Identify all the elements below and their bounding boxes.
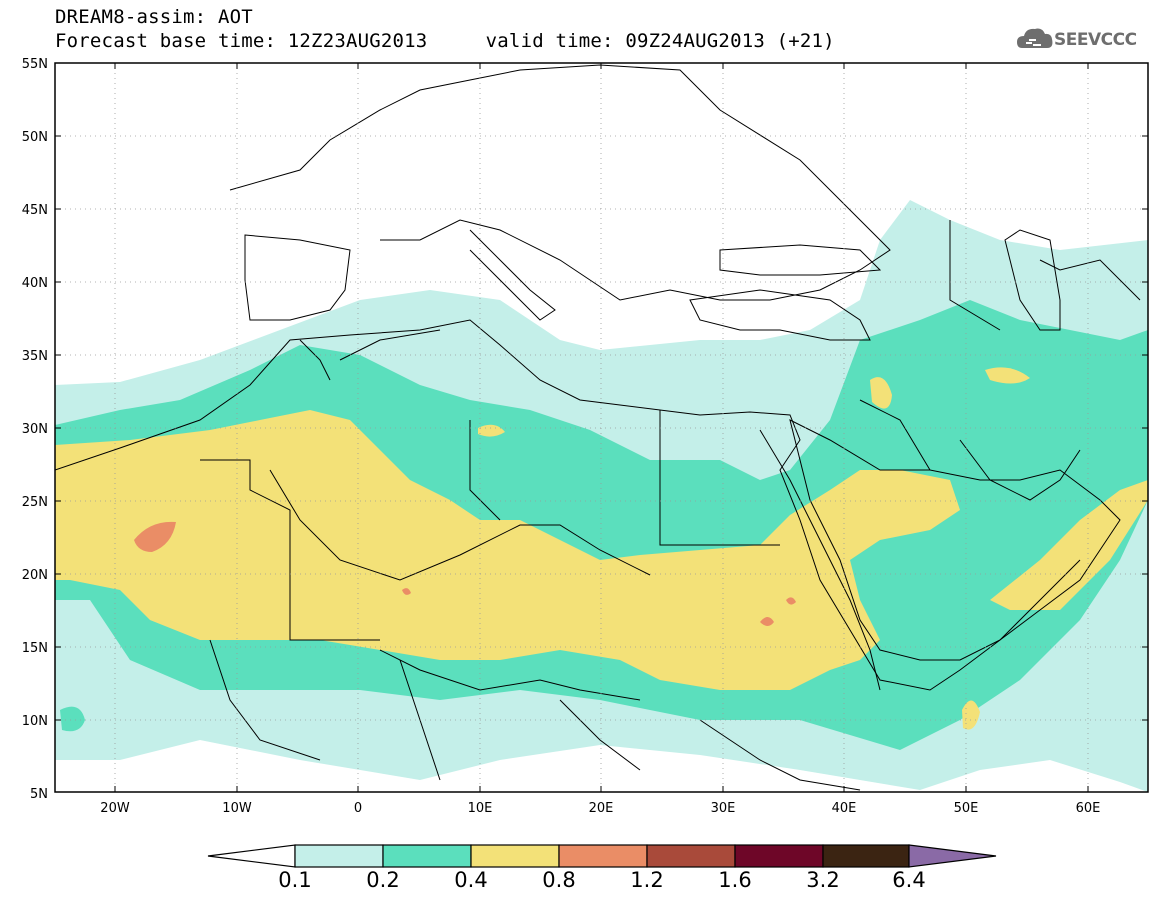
- lon-label: 10W: [222, 801, 252, 816]
- iberia-coast: [244, 234, 351, 321]
- lon-label: 0: [354, 801, 362, 816]
- colorbar-label: 0.4: [454, 868, 488, 892]
- border-4: [299, 329, 441, 381]
- lat-label: 15N: [22, 641, 48, 656]
- lat-label: 45N: [22, 203, 48, 218]
- aot-band-03e: [478, 424, 505, 437]
- aot-band-03b: [990, 480, 1148, 610]
- lon-label: 10E: [468, 801, 493, 816]
- colorbar-label: 0.2: [366, 868, 400, 892]
- colorbar-label: 0.1: [278, 868, 312, 892]
- italy-coast: [469, 229, 556, 321]
- lat-label: 55N: [22, 57, 48, 72]
- aot-band-03c: [870, 377, 892, 409]
- border-9: [559, 699, 861, 791]
- lat-label: 35N: [22, 349, 48, 364]
- colorbar-swatch: [382, 844, 472, 868]
- lat-label: 30N: [22, 422, 48, 437]
- lat-label: 50N: [22, 130, 48, 145]
- border-5: [379, 649, 641, 701]
- colorbar-swatch: [470, 844, 560, 868]
- colorbar: [207, 844, 997, 868]
- longitude-labels: 20W 10W 0 10E 20E 30E 40E 50E 60E: [100, 801, 1100, 816]
- colorbar-label: 1.6: [718, 868, 752, 892]
- graticule: [55, 63, 1148, 792]
- lon-label: 20W: [100, 801, 130, 816]
- lon-label: 50E: [954, 801, 979, 816]
- lat-label: 5N: [30, 787, 48, 802]
- persian-gulf: [959, 439, 1081, 501]
- aot-band-03f: [962, 700, 980, 730]
- aot-band-03: [55, 410, 960, 690]
- colorbar-swatch: [646, 844, 736, 868]
- colorbar-label: 1.2: [630, 868, 664, 892]
- lat-label: 25N: [22, 495, 48, 510]
- colorbar-label: 3.2: [806, 868, 840, 892]
- lat-label: 40N: [22, 276, 48, 291]
- latitude-labels: 55N 50N 45N 40N 35N 30N 25N 20N 15N 10N …: [22, 57, 48, 802]
- border-1: [269, 469, 651, 581]
- cloud-icon: [1017, 28, 1053, 48]
- lon-label: 20E: [589, 801, 614, 816]
- logo-text: SEEVCCC: [1054, 30, 1137, 50]
- lon-label: 40E: [832, 801, 857, 816]
- lat-label: 10N: [22, 714, 48, 729]
- colorbar-label: 6.4: [892, 868, 926, 892]
- aot-band-04c: [786, 597, 796, 605]
- border-6: [859, 220, 1001, 471]
- colorbar-over-arrow: [908, 844, 997, 868]
- anatolia-coast: [689, 289, 871, 341]
- colorbar-swatch: [558, 844, 648, 868]
- aot-band-02b: [60, 706, 85, 732]
- colorbar-under-arrow: [207, 844, 296, 868]
- aot-contours: [55, 200, 1148, 792]
- aot-band-04b: [760, 617, 774, 626]
- time-info: Forecast base time: 12Z23AUG2013 valid t…: [55, 30, 835, 52]
- lon-label: 30E: [711, 801, 736, 816]
- border-7: [1039, 259, 1141, 301]
- coastlines: [55, 64, 1141, 791]
- map-title: DREAM8-assim: AOT: [55, 6, 253, 28]
- colorbar-swatch: [294, 844, 384, 868]
- lon-label: 60E: [1076, 801, 1101, 816]
- aot-band-04a: [134, 521, 176, 552]
- black-sea: [719, 244, 882, 276]
- base-time: Forecast base time: 12Z23AUG2013: [55, 30, 428, 52]
- red-sea: [759, 429, 881, 691]
- africa-coast: [55, 319, 1081, 691]
- latitude-axis: [55, 62, 1148, 721]
- colorbar-swatch: [734, 844, 824, 868]
- border-3: [469, 410, 780, 546]
- caspian-sea: [1004, 229, 1061, 331]
- europe-coast: [229, 64, 891, 301]
- colorbar-swatch: [822, 844, 910, 868]
- colorbar-label: 0.8: [542, 868, 576, 892]
- valid-time: valid time: 09Z24AUG2013 (+21): [485, 30, 835, 52]
- lat-label: 20N: [22, 568, 48, 583]
- aot-band-03d: [985, 367, 1030, 384]
- longitude-axis: [114, 63, 1089, 792]
- border-2: [200, 459, 380, 641]
- aot-band-04d: [402, 588, 411, 595]
